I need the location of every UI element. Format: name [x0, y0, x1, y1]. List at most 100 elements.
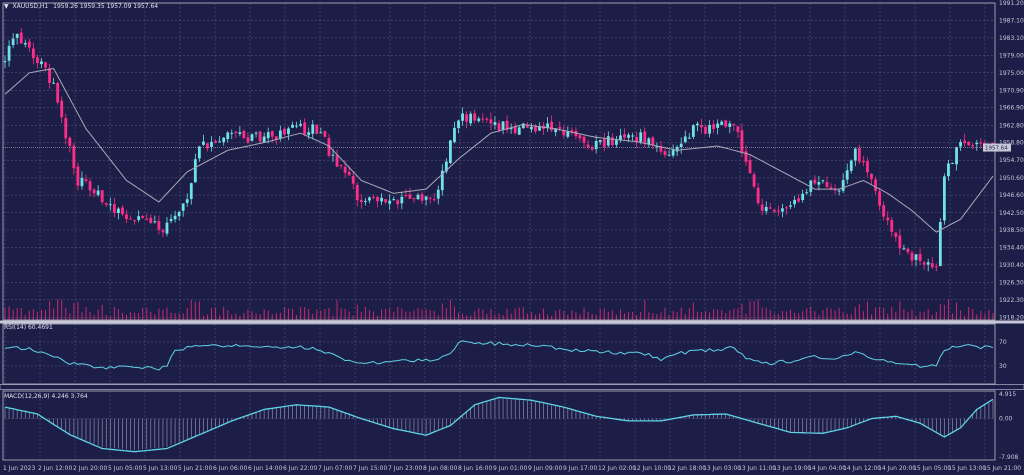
candle-body: [906, 248, 910, 253]
candle-body: [173, 215, 177, 220]
candle-body: [145, 218, 149, 220]
candle-body: [19, 32, 23, 44]
candle-body: [489, 119, 493, 124]
candle-body: [696, 123, 699, 126]
time-axis-label: 2 Jun 20:00: [73, 465, 107, 472]
candle-body: [938, 222, 942, 266]
time-axis-label: 7 Jun 15:00: [353, 465, 387, 472]
candle-body: [347, 171, 351, 176]
candle-body: [825, 181, 829, 187]
candle-body: [457, 120, 460, 128]
candle-body: [477, 118, 481, 122]
candle-body: [291, 124, 294, 128]
candle-body: [31, 48, 35, 59]
candle-body: [801, 193, 805, 201]
candle-body: [497, 123, 501, 131]
candle-body: [513, 126, 517, 134]
panel-separator: [0, 384, 1024, 390]
candle-body: [619, 135, 622, 141]
candle-body: [894, 232, 898, 237]
candle-body: [615, 140, 618, 145]
candle-body: [76, 166, 80, 186]
time-axis-label: 1 Jun 2023: [3, 465, 35, 472]
candle-body: [586, 144, 590, 147]
candle-body: [627, 134, 630, 138]
candle-body: [870, 173, 873, 180]
candle-body: [833, 189, 837, 191]
time-axis-label: 8 Jun 08:00: [423, 465, 457, 472]
candle-body: [700, 124, 703, 128]
candle-body: [724, 120, 728, 127]
candle-body: [157, 220, 161, 230]
ohlc-values: 1959.26 1959.35 1957.09 1957.64: [53, 3, 158, 10]
candle-body: [821, 180, 825, 182]
candle-body: [736, 126, 740, 132]
candle-body: [270, 131, 274, 137]
candle-body: [926, 262, 930, 265]
candle-body: [238, 132, 242, 134]
time-axis-label: 9 Jun 09:00: [528, 465, 562, 472]
candle-body: [165, 222, 169, 234]
price-axis-label: 1946.60: [999, 192, 1024, 199]
candle-body: [748, 160, 752, 174]
candle-body: [412, 198, 416, 200]
price-axis-label: 1926.30: [999, 280, 1024, 287]
time-axis-label: 14 Jun 20:00: [878, 465, 916, 472]
candle-body: [189, 183, 193, 200]
candles[interactable]: [3, 27, 995, 272]
volume-bars: [4, 299, 994, 320]
candle-body: [380, 197, 383, 202]
candle-body: [218, 141, 222, 143]
candle-body: [343, 166, 347, 173]
candle-body: [805, 192, 809, 194]
price-axis-label: 1950.60: [999, 175, 1024, 182]
candle-body: [283, 128, 286, 135]
candle-body: [339, 165, 343, 167]
candle-body: [424, 196, 428, 200]
candle-body: [469, 113, 473, 124]
candle-body: [566, 131, 570, 137]
candle-body: [80, 177, 84, 187]
candle-body: [922, 262, 926, 265]
candle-body: [125, 214, 128, 220]
candle-body: [133, 220, 136, 222]
candle-body: [36, 57, 39, 64]
candle-body: [27, 41, 31, 48]
candle-body: [323, 131, 327, 137]
candle-body: [610, 137, 614, 146]
header-arrow-icon: ▼: [4, 3, 9, 10]
candle-body: [52, 82, 56, 84]
price-axis-label: 1922.30: [999, 297, 1024, 304]
price-axis-label: 1958.80: [999, 140, 1024, 147]
candle-body: [48, 68, 51, 83]
candle-body: [287, 128, 290, 135]
price-axis-label: 1962.80: [999, 122, 1024, 129]
candle-body: [991, 142, 995, 144]
candle-body: [890, 220, 894, 232]
candle-body: [56, 82, 60, 103]
candle-body: [400, 196, 404, 204]
time-axis-label: 7 Jun 23:00: [388, 465, 422, 472]
candle-body: [562, 130, 566, 136]
candle-body: [15, 33, 19, 38]
moving-average-line: [4, 67, 994, 233]
candle-body: [776, 210, 780, 212]
candle-body: [764, 206, 768, 212]
candle-body: [716, 123, 720, 128]
candle-body: [161, 230, 165, 233]
candle-body: [882, 205, 886, 217]
candle-body: [643, 131, 647, 143]
rsi-axis-label: 30: [999, 363, 1007, 370]
time-axis-label: 12 Jun 02:00: [598, 465, 636, 472]
candle-body: [501, 121, 505, 130]
time-axis-label: 14 Jun 12:00: [843, 465, 881, 472]
candle-body: [388, 200, 392, 204]
candle-body: [558, 127, 562, 129]
price-axis-label: 1987.10: [999, 18, 1024, 25]
candle-body: [878, 191, 882, 206]
current-price-tag: [983, 143, 1011, 152]
candle-body: [793, 199, 796, 205]
candle-body: [708, 125, 711, 134]
